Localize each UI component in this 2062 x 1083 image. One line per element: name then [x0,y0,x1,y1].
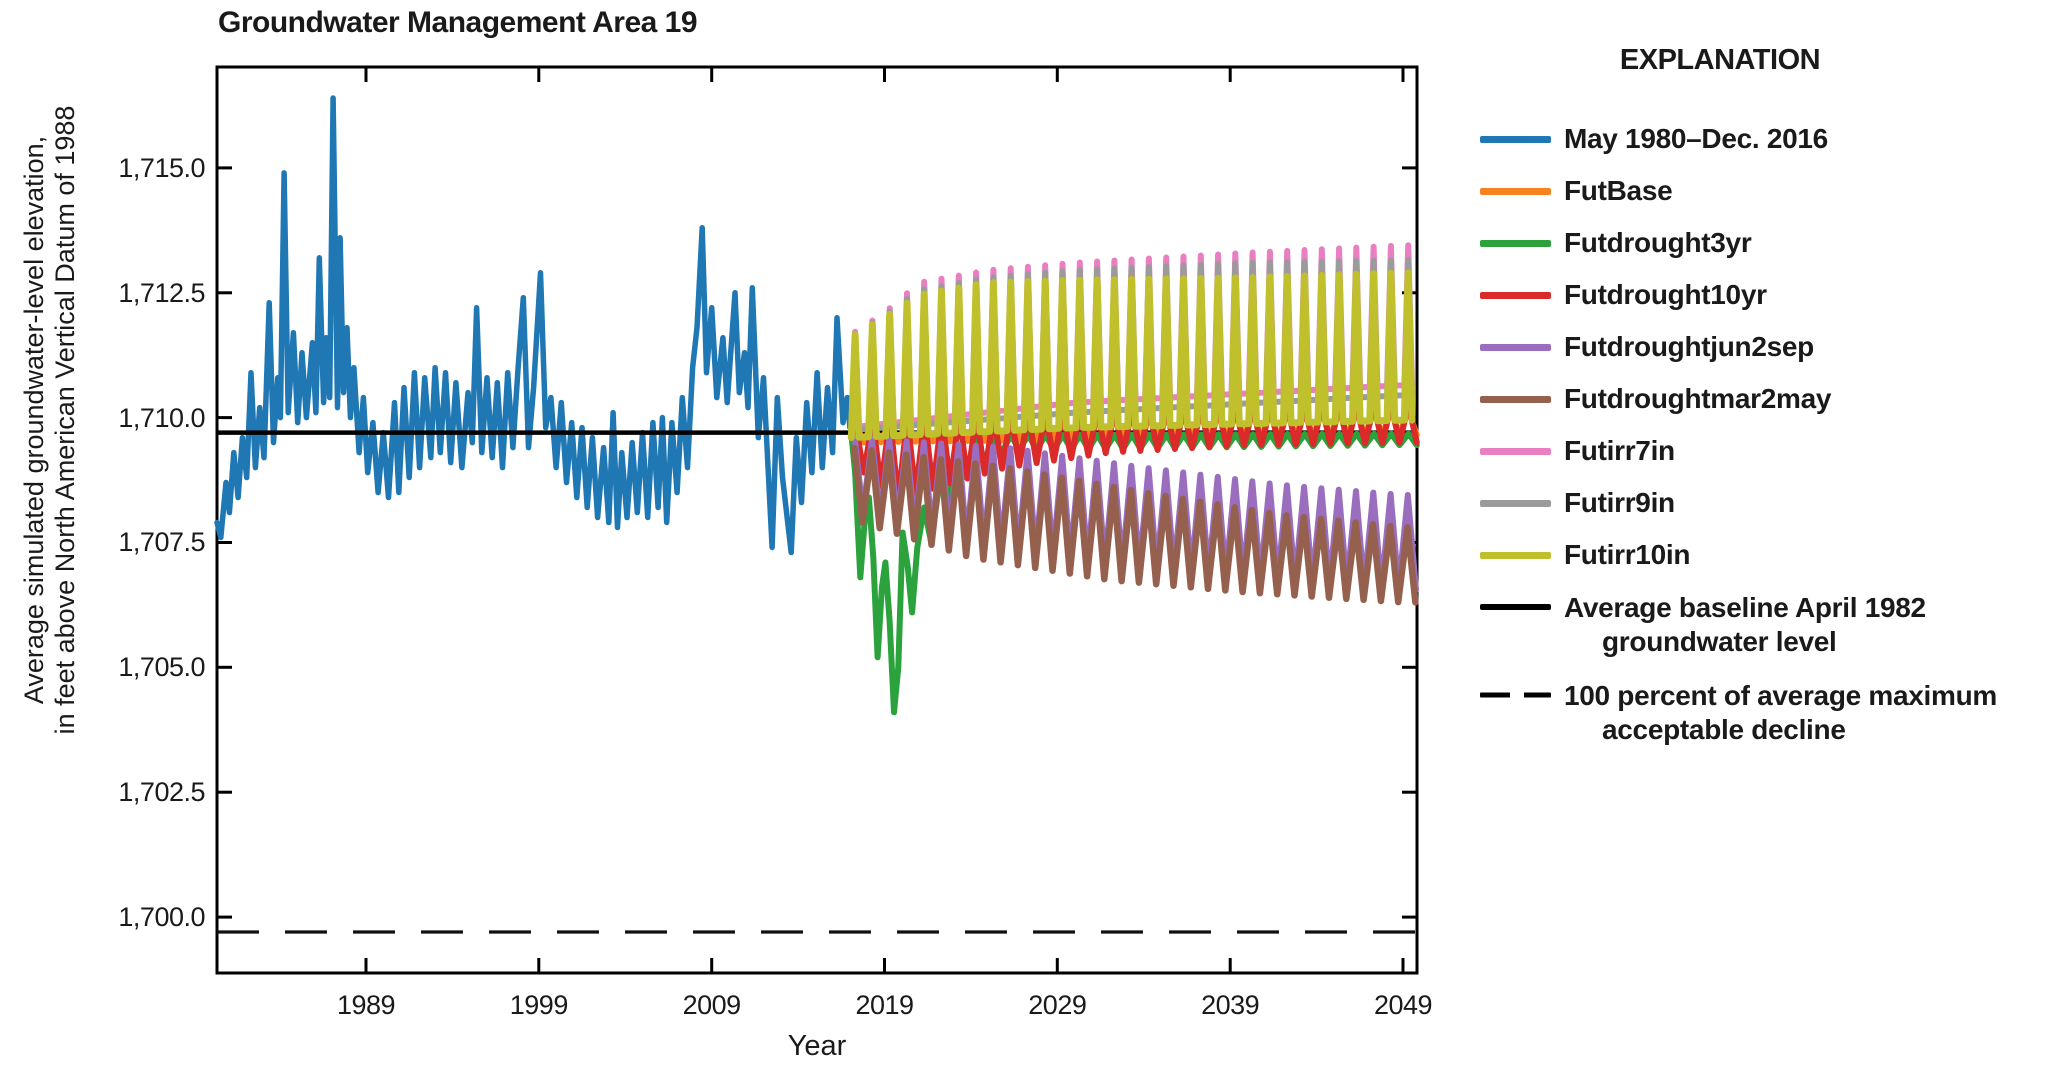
legend-rows: May 1980–Dec. 2016 FutBase Futdrought3yr Fu… [1480,113,2040,757]
x-tick-label: 2039 [1201,990,1260,1020]
legend-item: Futdrought10yr [1480,269,2040,321]
legend-item: FutBase [1480,165,2040,217]
legend-swatch-may-1980-dec-2016 [1480,135,1551,143]
x-axis-label: Year [787,1030,847,1062]
legend-item-label: Average baseline April 1982 groundwater l… [1564,592,1926,657]
legend-item-label: Futdroughtmar2may [1564,383,1832,414]
legend: EXPLANATION May 1980–Dec. 2016 FutBase Fut… [1480,44,2040,757]
legend-item-label: Futirr9in [1564,487,1675,518]
legend-item: Futirr9in [1480,477,2040,529]
legend-item-label-line2: groundwater level [1602,626,1837,657]
series-futirr10in [847,269,1416,441]
legend-swatch-futbase [1480,187,1551,195]
legend-swatch-futirr10in [1480,551,1551,559]
legend-swatch-futirr7in [1480,447,1551,455]
legend-swatch-100-percent-of-average-maximum [1480,692,1551,698]
x-tick-label: 1989 [336,990,396,1020]
legend-swatch-futdrought3yr [1480,239,1551,247]
y-tick-label: 1,705.0 [118,652,205,683]
series-may-1980-dec-2016 [214,95,853,556]
series-futdroughtmar2may [851,444,1419,606]
legend-item: Futdroughtmar2may [1480,373,2040,425]
legend-item-label: May 1980–Dec. 2016 [1564,123,1828,154]
chart-title: Groundwater Management Area 19 [218,6,698,39]
x-tick-label: 2009 [682,990,742,1020]
legend-swatch-average-baseline-april-1982 [1480,604,1551,610]
legend-item-label: Futdrought3yr [1564,227,1752,258]
x-tick-label: 2019 [855,990,914,1020]
legend-item-label: Futirr7in [1564,435,1675,466]
legend-item-label: Futdrought10yr [1564,279,1767,310]
legend-swatch-futdrought10yr [1480,291,1551,299]
legend-swatch-futirr9in [1480,499,1551,507]
legend-swatch-futdroughtjun2sep [1480,343,1551,351]
x-tick-label: 2029 [1028,990,1087,1020]
legend-swatch-futdroughtmar2may [1480,395,1551,403]
y-tick-label: 1,715.0 [118,152,205,183]
legend-item-label: Futdroughtjun2sep [1564,331,1814,362]
legend-item: Futirr7in [1480,425,2040,477]
legend-item-label: 100 percent of average maximum acceptable… [1564,680,1997,745]
x-tick-label: 2049 [1373,990,1433,1020]
legend-item-label: FutBase [1564,175,1673,206]
legend-item-label: Futirr10in [1564,539,1691,570]
legend-item-label-line2: acceptable decline [1602,714,1846,745]
y-tick-label: 1,712.5 [118,277,205,308]
legend-item: Futdroughtjun2sep [1480,321,2040,373]
y-tick-label: 1,702.5 [118,777,205,808]
legend-title: EXPLANATION [1619,44,1821,76]
legend-item: Futirr10in [1480,529,2040,581]
legend-item: 100 percent of average maximum acceptable… [1480,679,2040,757]
y-tick-label: 1,700.0 [118,902,205,933]
legend-item: May 1980–Dec. 2016 [1480,113,2040,165]
legend-item: Futdrought3yr [1480,217,2040,269]
x-tick-label: 1999 [509,990,569,1020]
y-tick-label: 1,707.5 [118,527,205,558]
y-tick-label: 1,710.0 [118,402,205,433]
legend-item: Average baseline April 1982 groundwater l… [1480,591,2040,669]
